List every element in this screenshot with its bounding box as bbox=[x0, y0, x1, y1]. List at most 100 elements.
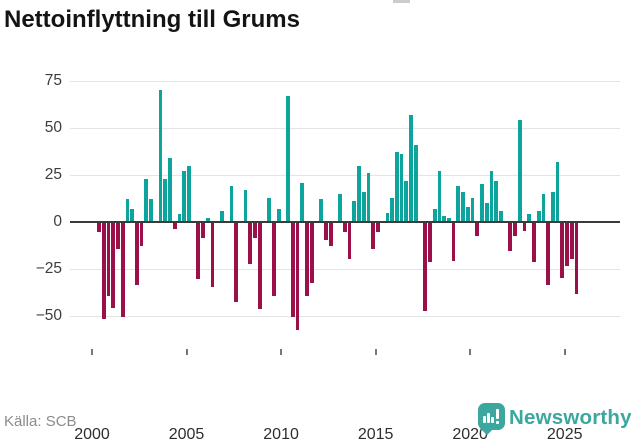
bar bbox=[399, 154, 404, 222]
bar bbox=[532, 223, 536, 263]
bar bbox=[499, 210, 503, 222]
gridline bbox=[70, 81, 620, 82]
newsworthy-logo-icon bbox=[478, 403, 505, 436]
logo-glyph-bar bbox=[495, 409, 499, 419]
bar bbox=[135, 223, 139, 286]
bar bbox=[291, 223, 295, 317]
bar bbox=[451, 223, 456, 261]
bar bbox=[101, 223, 106, 319]
bar bbox=[111, 223, 116, 308]
bar bbox=[125, 199, 130, 222]
bar bbox=[106, 223, 111, 297]
bar bbox=[475, 223, 480, 237]
bar bbox=[116, 223, 120, 250]
bar bbox=[527, 214, 532, 222]
bar bbox=[205, 218, 210, 222]
bar bbox=[210, 223, 215, 287]
chart-title: Nettoinflyttning till Grums bbox=[4, 6, 300, 33]
cropped-edge-artifact bbox=[393, 0, 410, 3]
x-axis-tick bbox=[91, 349, 93, 355]
bar bbox=[347, 223, 352, 259]
gridline bbox=[70, 128, 620, 129]
bar bbox=[404, 180, 409, 222]
gridline bbox=[70, 316, 620, 317]
bar bbox=[508, 223, 513, 252]
bar bbox=[447, 218, 451, 222]
bar bbox=[517, 120, 522, 222]
bar bbox=[522, 223, 527, 231]
bar bbox=[201, 223, 205, 239]
bar bbox=[442, 216, 446, 222]
x-axis-tick bbox=[280, 349, 283, 355]
x-axis-tick-label: 2010 bbox=[263, 426, 299, 443]
bar bbox=[569, 223, 574, 259]
source-caption: Källa: SCB bbox=[4, 413, 77, 430]
bar bbox=[357, 165, 361, 222]
bar bbox=[309, 223, 314, 284]
x-axis-tick bbox=[563, 349, 566, 355]
bar bbox=[390, 197, 394, 222]
y-axis-tick-label: 75 bbox=[44, 72, 62, 89]
bar bbox=[409, 114, 413, 222]
bar bbox=[352, 201, 357, 222]
logo-glyph-bar bbox=[495, 421, 499, 424]
bar bbox=[560, 223, 565, 278]
bar bbox=[428, 223, 432, 263]
gridline bbox=[70, 175, 620, 176]
bar bbox=[295, 223, 300, 331]
logo-glyph-bar bbox=[487, 413, 490, 423]
x-axis-tick bbox=[469, 349, 472, 355]
y-axis-tick-label: 25 bbox=[44, 166, 62, 183]
bar bbox=[276, 208, 281, 222]
brand-name: Newsworthy bbox=[509, 406, 631, 429]
y-axis-tick-label: 0 bbox=[53, 213, 62, 230]
bar bbox=[229, 186, 234, 222]
bar bbox=[470, 197, 475, 222]
bar bbox=[395, 152, 399, 222]
bar bbox=[168, 158, 172, 222]
bar bbox=[376, 223, 380, 233]
zero-axis-line bbox=[70, 221, 620, 223]
logo-glyph-bar bbox=[491, 417, 494, 423]
bar bbox=[187, 165, 191, 222]
bar bbox=[461, 191, 465, 222]
bar bbox=[163, 178, 168, 222]
bar bbox=[555, 161, 560, 222]
bar bbox=[343, 223, 347, 233]
bar bbox=[565, 223, 569, 267]
bar bbox=[366, 173, 371, 222]
logo-glyph-bar bbox=[483, 416, 486, 423]
bar bbox=[489, 171, 494, 222]
bar bbox=[541, 193, 546, 222]
x-axis-tick-label: 2015 bbox=[357, 426, 394, 443]
bar bbox=[513, 223, 517, 237]
x-axis-tick bbox=[374, 349, 377, 355]
bar bbox=[338, 193, 342, 222]
bar bbox=[243, 190, 248, 222]
x-axis-tick-label: 2005 bbox=[168, 426, 205, 443]
bar bbox=[234, 223, 238, 302]
bar bbox=[120, 223, 125, 317]
bar bbox=[546, 223, 550, 286]
bar bbox=[319, 199, 324, 222]
bar bbox=[423, 223, 428, 312]
bar bbox=[480, 184, 484, 222]
gridline bbox=[70, 269, 620, 270]
bar bbox=[149, 199, 153, 222]
bar bbox=[465, 206, 470, 222]
bar bbox=[97, 223, 101, 233]
bar bbox=[253, 223, 257, 239]
bar bbox=[196, 223, 201, 280]
bar bbox=[484, 203, 489, 222]
y-axis-tick-label: 50 bbox=[44, 119, 62, 136]
y-axis-tick-label: −50 bbox=[35, 307, 62, 324]
bar bbox=[328, 223, 333, 246]
bar bbox=[536, 210, 541, 222]
bar bbox=[456, 186, 461, 222]
bar bbox=[172, 223, 177, 229]
bar bbox=[494, 180, 498, 222]
bar bbox=[272, 223, 276, 297]
bar bbox=[574, 223, 579, 295]
bar bbox=[413, 144, 418, 222]
bar bbox=[551, 191, 555, 222]
